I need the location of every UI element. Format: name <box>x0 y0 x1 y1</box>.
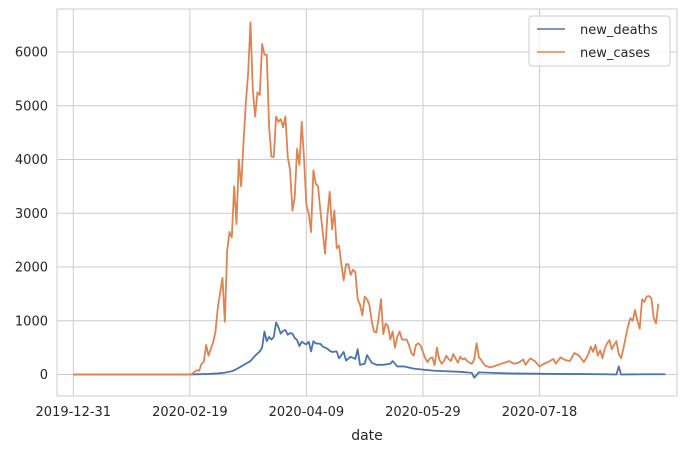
x-tick-label: 2020-02-19 <box>152 405 228 420</box>
y-tick-label: 5000 <box>15 99 48 114</box>
x-tick-label: 2020-04-09 <box>269 405 345 420</box>
y-tick-label: 6000 <box>15 46 48 61</box>
y-tick-label: 4000 <box>15 153 48 168</box>
series-line-new-cases <box>73 21 660 376</box>
legend-label-new-deaths: new_deaths <box>580 23 658 38</box>
y-tick-label: 1000 <box>15 314 48 329</box>
series-lines <box>73 21 666 379</box>
x-axis-title: date <box>351 428 383 444</box>
plot-area <box>56 8 678 397</box>
y-tick-label: 3000 <box>15 207 48 222</box>
legend: new_deaths new_cases <box>528 15 671 67</box>
x-tick-label: 2020-07-18 <box>502 405 578 420</box>
tick-labels: 0 1000 2000 3000 4000 5000 6000 2019-12-31 2020-… <box>15 46 577 421</box>
y-tick-label: 0 <box>40 368 48 383</box>
y-tick-label: 2000 <box>15 261 48 276</box>
x-tick-label: 2019-12-31 <box>36 405 112 420</box>
legend-label-new-cases: new_cases <box>580 46 650 61</box>
grid <box>57 9 677 396</box>
x-tick-label: 2020-05-29 <box>385 405 461 420</box>
series-line-new-deaths <box>73 321 666 379</box>
